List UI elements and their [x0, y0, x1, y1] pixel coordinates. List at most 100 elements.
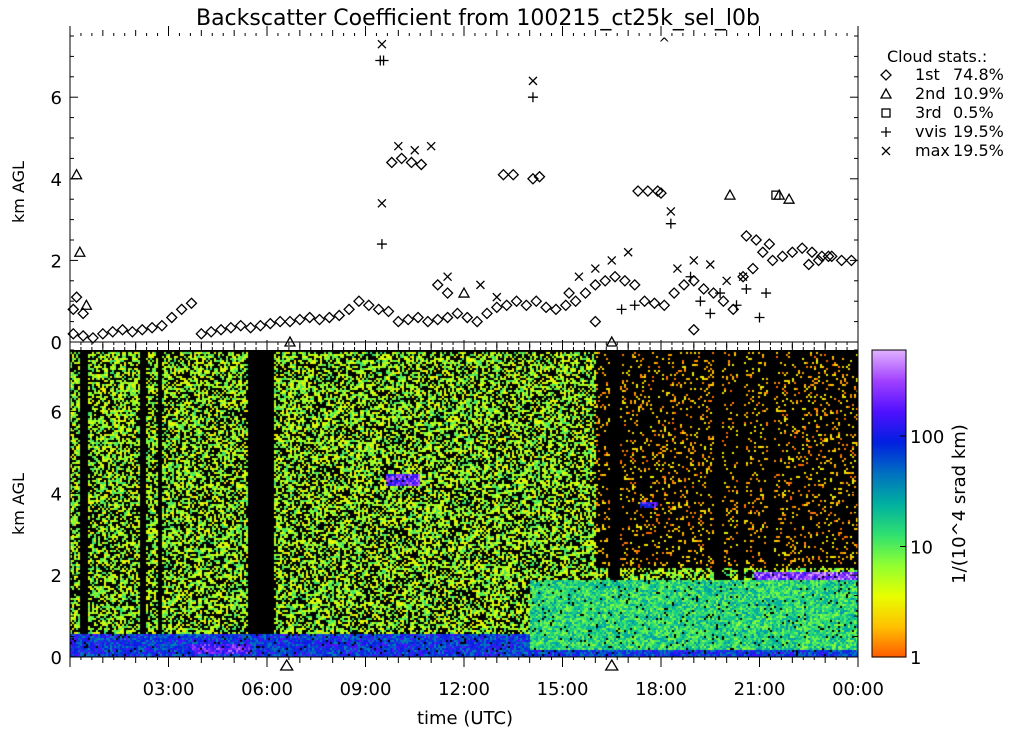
cross-point [689, 255, 699, 265]
plus-point [616, 304, 627, 315]
colorbar-band [872, 517, 906, 521]
diamond-point [628, 278, 641, 291]
colorbar-band [872, 493, 906, 496]
colorbar-band [872, 483, 906, 486]
colorbar-band [872, 352, 906, 355]
colorbar-band [872, 521, 906, 525]
diamond-point [372, 303, 385, 316]
colorbar-band [872, 624, 906, 627]
colorbar-band [872, 556, 906, 560]
diamond-point [185, 297, 198, 310]
square-point [771, 190, 781, 200]
colorbar-band [872, 528, 906, 531]
colorbar-band [872, 644, 906, 648]
colorbar-band [872, 505, 906, 509]
diamond-point [274, 315, 287, 328]
colorbar-band [872, 620, 906, 623]
chart-title: Backscatter Coefficient from 100215_ct25… [196, 6, 760, 31]
legend-value: 10.9% [953, 84, 1004, 103]
colorbar-band [872, 411, 906, 415]
colorbar-band [872, 460, 906, 464]
colorbar-band [872, 435, 906, 439]
colorbar: 1 10 100 1/(10^4 srad km) [871, 349, 970, 669]
diamond-point [520, 299, 533, 312]
square-legend-icon [881, 108, 891, 118]
top-y-axis-label: km AGL [9, 161, 28, 223]
colorbar-band [872, 642, 906, 646]
legend-entry-2nd: 2nd 10.9% [879, 84, 1004, 103]
colorbar-band [872, 558, 906, 562]
diamond-point [796, 242, 809, 255]
top-y-tick-label: 2 [51, 251, 62, 272]
colorbar-band [872, 536, 906, 539]
diamond-point [303, 311, 316, 324]
diamond-legend-icon [880, 69, 892, 81]
diamond-point [806, 246, 818, 259]
colorbar-frame [871, 349, 907, 658]
colorbar-band [872, 589, 906, 593]
colorbar-band [872, 548, 906, 552]
colorbar-band [872, 392, 906, 396]
colorbar-band [872, 376, 906, 380]
colorbar-band [872, 597, 906, 601]
colorbar-band [872, 640, 906, 644]
colorbar-band [872, 626, 906, 629]
plus-point [527, 92, 538, 103]
colorbar-band [872, 401, 906, 404]
colorbar-band [872, 417, 906, 421]
colorbar-band [872, 507, 906, 511]
plus-point [665, 218, 676, 229]
legend-entry-1st: 1st 74.8% [880, 65, 1004, 84]
diamond-point [362, 299, 375, 312]
colorbar-band [872, 611, 906, 615]
colorbar-band [872, 634, 906, 638]
colorbar-band [872, 429, 906, 433]
diamond-point [136, 323, 149, 336]
colorbar-band [872, 397, 906, 400]
diamond-point [507, 168, 520, 181]
colorbar-band [872, 438, 906, 441]
diamond-point [589, 315, 602, 328]
cross-point [528, 76, 538, 86]
colorbar-band [872, 605, 906, 609]
series-square [771, 190, 781, 200]
plus-point [376, 239, 387, 250]
colorbar-band [872, 583, 906, 586]
colorbar-band [872, 364, 906, 367]
diamond-point [165, 311, 178, 324]
colorbar-band [872, 442, 906, 445]
diamond-point [618, 274, 631, 287]
colorbar-band [872, 415, 906, 419]
colorbar-band [872, 487, 906, 490]
colorbar-band [872, 440, 906, 443]
colorbar-band [872, 552, 906, 556]
colorbar-band [872, 399, 906, 402]
colorbar-band [872, 616, 906, 619]
diamond-point [254, 319, 267, 332]
cross-point [393, 141, 403, 151]
diamond-point [641, 185, 654, 197]
colorbar-band [872, 350, 906, 353]
colorbar-band [872, 501, 906, 505]
cross-point [705, 260, 715, 269]
cross-legend-icon [881, 146, 891, 156]
colorbar-band [872, 456, 906, 460]
cloud-height-marks: ^ [67, 36, 858, 347]
x-tick-label: 06:00 [241, 679, 293, 700]
colorbar-band [872, 474, 906, 478]
colorbar-band [872, 571, 906, 574]
diamond-point [697, 283, 710, 295]
legend-value: 74.8% [953, 65, 1004, 84]
diamond-point [563, 287, 575, 299]
diamond-point [106, 325, 119, 338]
legend-label: vvis [915, 122, 947, 141]
diamond-point [533, 170, 546, 183]
colorbar-band [872, 458, 906, 462]
colorbar-band [872, 423, 906, 427]
colorbar-band [872, 388, 906, 392]
colorbar-band [872, 356, 906, 359]
colorbar-band [872, 630, 906, 634]
heatmap-image [70, 350, 858, 657]
colorbar-band [872, 622, 906, 625]
legend-value: 19.5% [953, 141, 1004, 160]
